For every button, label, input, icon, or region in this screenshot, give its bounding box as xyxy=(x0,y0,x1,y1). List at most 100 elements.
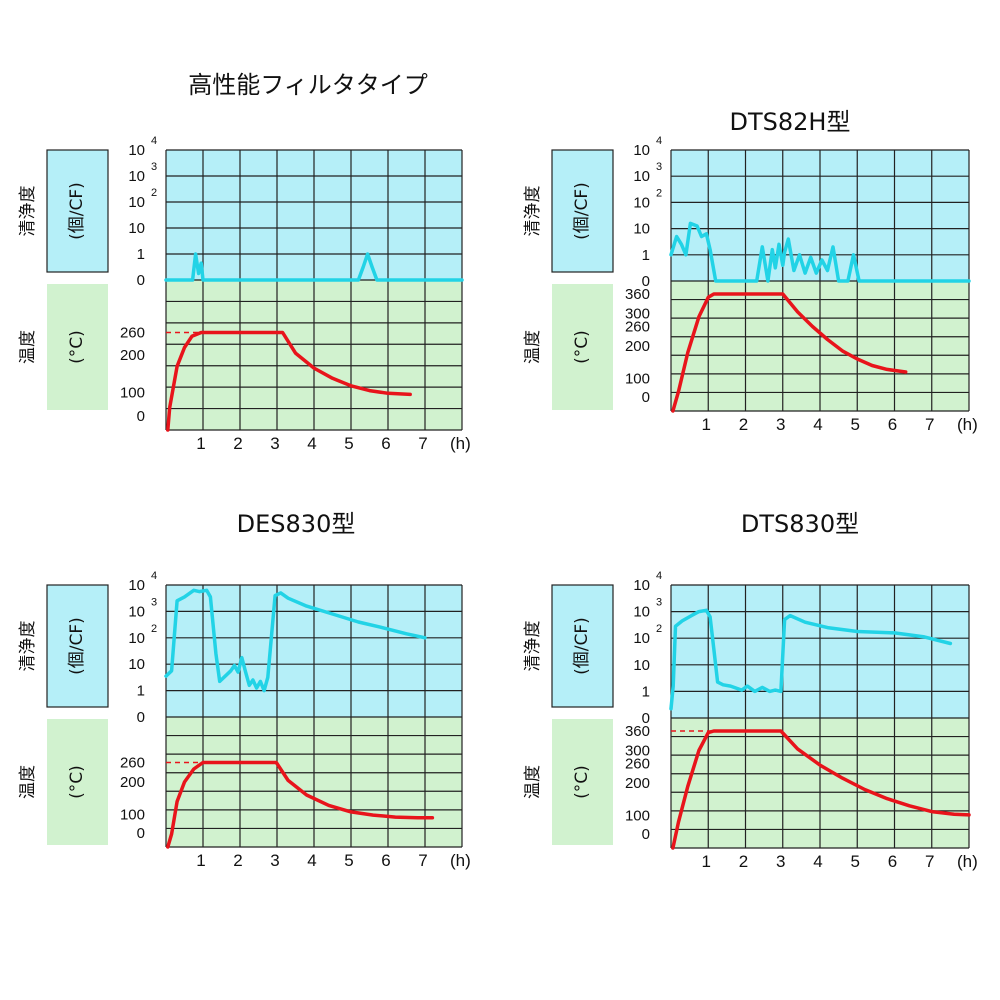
x-unit-label: (h) xyxy=(957,852,978,871)
temperature-tick-label: 300 xyxy=(625,743,650,760)
x-tick-label: 5 xyxy=(344,434,353,453)
cleanliness-tick-label: 10 xyxy=(128,630,145,647)
cleanliness-unit: (個/CF) xyxy=(67,182,87,240)
x-tick-label: 2 xyxy=(739,852,748,871)
chart-title: DTS82H型 xyxy=(730,108,851,136)
x-tick-label: 3 xyxy=(776,852,785,871)
cleanliness-label: 清浄度 xyxy=(18,621,38,672)
cleanliness-tick-exponent: 4 xyxy=(151,570,157,582)
cleanliness-tick-label: 10 xyxy=(633,577,650,594)
x-tick-label: 2 xyxy=(233,851,242,870)
cleanliness-tick-label: 10 xyxy=(128,656,145,673)
cleanliness-tick-exponent: 2 xyxy=(656,623,662,635)
x-tick-label: 4 xyxy=(307,434,316,453)
x-tick-label: 5 xyxy=(851,415,860,434)
temperature-tick-label: 200 xyxy=(625,338,650,355)
x-tick-label: 3 xyxy=(270,434,279,453)
cleanliness-tick-label: 10 xyxy=(128,142,145,159)
cleanliness-tick-label: 10 xyxy=(633,142,650,159)
cleanliness-unit-box xyxy=(46,584,109,708)
temperature-tick-label: 360 xyxy=(625,286,650,303)
temperature-unit-box xyxy=(552,284,613,410)
temperature-label: 温度 xyxy=(523,330,543,364)
cleanliness-unit-box xyxy=(46,149,109,273)
temperature-tick-label: 0 xyxy=(642,389,650,406)
temperature-series-line xyxy=(671,292,908,413)
x-tick-label: 3 xyxy=(270,851,279,870)
temperature-label: 温度 xyxy=(18,765,38,799)
cleanliness-tick-label: 0 xyxy=(642,273,650,290)
cleanliness-tick-exponent: 3 xyxy=(151,596,157,608)
temperature-tick-label: 260 xyxy=(625,319,650,336)
cleanliness-tick-label: 10 xyxy=(633,630,650,647)
x-tick-label: 7 xyxy=(925,852,934,871)
cleanliness-label: 清浄度 xyxy=(18,186,38,237)
cleanliness-tick-label: 0 xyxy=(137,709,145,726)
cleanliness-tick-label: 10 xyxy=(128,168,145,185)
temperature-unit: (°C) xyxy=(67,765,87,799)
x-tick-label: 7 xyxy=(418,851,427,870)
cleanliness-label: 清浄度 xyxy=(523,621,543,672)
chart-title: DES830型 xyxy=(237,510,356,538)
temperature-tick-label: 260 xyxy=(120,755,145,772)
temperature-tick-label: 100 xyxy=(120,385,145,402)
x-tick-label: 6 xyxy=(381,434,390,453)
cleanliness-tick-exponent: 2 xyxy=(656,187,662,199)
temperature-tick-label: 200 xyxy=(625,775,650,792)
temperature-tick-label: 260 xyxy=(625,756,650,773)
chart-title: 高性能フィルタタイプ xyxy=(188,71,428,99)
x-tick-label: 2 xyxy=(739,415,748,434)
cleanliness-tick-label: 1 xyxy=(137,683,145,700)
temperature-unit: (°C) xyxy=(67,330,87,364)
x-tick-label: 5 xyxy=(851,852,860,871)
cleanliness-tick-label: 10 xyxy=(633,657,650,674)
cleanliness-unit: (個/CF) xyxy=(572,617,592,675)
cleanliness-unit-box xyxy=(551,149,614,273)
cleanliness-series-line xyxy=(669,608,953,711)
temperature-tick-label: 200 xyxy=(120,347,145,364)
chart-title: DTS830型 xyxy=(741,510,859,538)
temperature-tick-label: 100 xyxy=(625,371,650,388)
cleanliness-unit: (個/CF) xyxy=(572,182,592,240)
cleanliness-tick-label: 1 xyxy=(137,246,145,263)
cleanliness-tick-exponent: 4 xyxy=(656,570,662,582)
x-tick-label: 4 xyxy=(307,851,316,870)
cleanliness-series-line xyxy=(164,588,427,693)
cleanliness-tick-label: 10 xyxy=(128,603,145,620)
cleanliness-tick-label: 10 xyxy=(633,168,650,185)
x-unit-label: (h) xyxy=(957,415,978,434)
x-tick-label: 7 xyxy=(418,434,427,453)
temperature-label: 温度 xyxy=(523,765,543,799)
cleanliness-series-line xyxy=(164,252,464,282)
x-tick-label: 6 xyxy=(381,851,390,870)
cleanliness-unit: (個/CF) xyxy=(67,617,87,675)
cleanliness-tick-label: 10 xyxy=(128,220,145,237)
temperature-tick-label: 200 xyxy=(120,774,145,791)
x-tick-label: 3 xyxy=(776,415,785,434)
temperature-tick-label: 260 xyxy=(120,325,145,342)
x-tick-label: 7 xyxy=(925,415,934,434)
x-tick-label: 4 xyxy=(813,852,822,871)
cleanliness-tick-exponent: 3 xyxy=(656,161,662,173)
x-tick-label: 4 xyxy=(813,415,822,434)
cleanliness-tick-exponent: 2 xyxy=(151,187,157,199)
cleanliness-tick-label: 0 xyxy=(137,272,145,289)
temperature-unit: (°C) xyxy=(572,765,592,799)
cleanliness-tick-label: 1 xyxy=(642,683,650,700)
temperature-unit-box xyxy=(552,719,613,845)
x-tick-label: 6 xyxy=(888,852,897,871)
temperature-unit: (°C) xyxy=(572,330,592,364)
temperature-tick-label: 100 xyxy=(625,808,650,825)
temperature-tick-label: 0 xyxy=(137,408,145,425)
cleanliness-tick-label: 0 xyxy=(642,710,650,727)
x-unit-label: (h) xyxy=(450,434,471,453)
cleanliness-tick-exponent: 3 xyxy=(656,597,662,609)
x-tick-label: 1 xyxy=(196,434,205,453)
temperature-tick-label: 360 xyxy=(625,723,650,740)
temperature-series-line xyxy=(166,330,412,432)
x-tick-label: 5 xyxy=(344,851,353,870)
x-tick-label: 1 xyxy=(702,415,711,434)
